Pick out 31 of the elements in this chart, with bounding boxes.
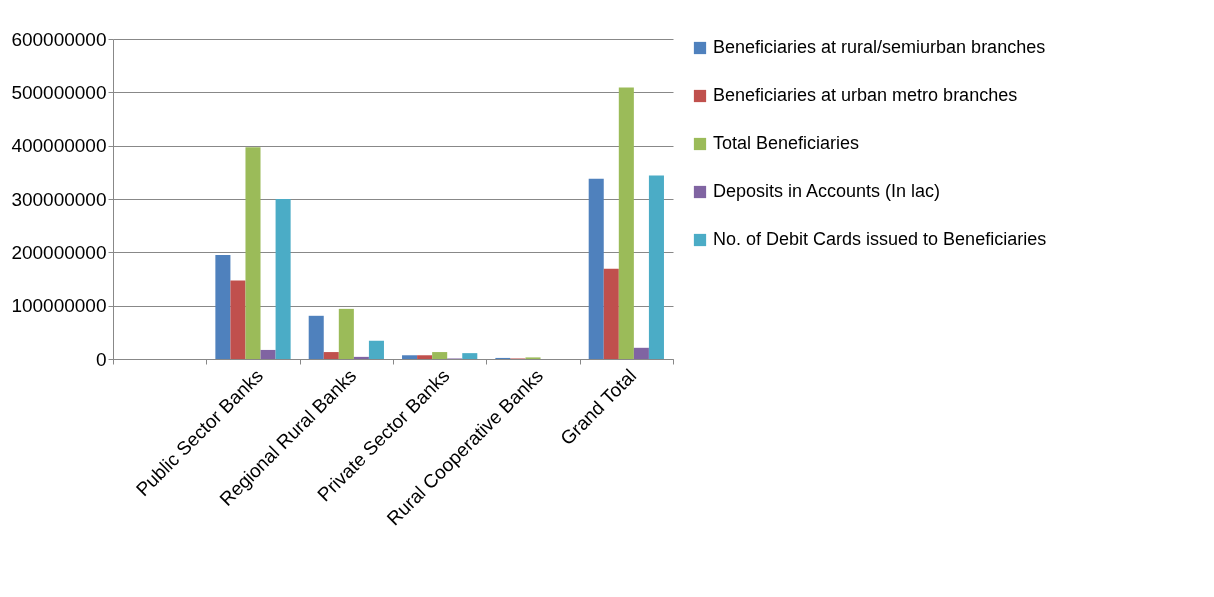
bar — [230, 280, 246, 359]
bar — [338, 308, 354, 359]
bar — [368, 340, 384, 359]
bar — [432, 352, 448, 359]
bar — [323, 352, 339, 359]
bar — [462, 353, 478, 359]
bar — [633, 347, 649, 359]
bar — [618, 87, 634, 359]
y-tick-label: 600000000 — [11, 28, 107, 50]
bar — [402, 355, 418, 359]
legend-label: Deposits in Accounts (In lac) — [713, 181, 941, 201]
bar — [353, 356, 369, 359]
legend-label: Beneficiaries at rural/semiurban branches — [713, 37, 1046, 57]
y-tick-label: 0 — [95, 348, 107, 370]
bar — [588, 178, 604, 359]
bar — [648, 175, 664, 359]
bar — [417, 355, 433, 359]
y-tick-label: 400000000 — [11, 135, 107, 157]
bar — [275, 199, 291, 359]
legend-label: Beneficiaries at urban metro branches — [713, 85, 1018, 105]
legend-label: No. of Debit Cards issued to Beneficiaries — [713, 229, 1047, 249]
bar — [245, 147, 261, 359]
bar — [308, 315, 324, 359]
y-tick-label: 300000000 — [11, 188, 107, 210]
y-tick-label: 100000000 — [11, 295, 107, 317]
bar — [215, 255, 231, 359]
legend-label: Total Beneficiaries — [713, 133, 860, 153]
y-tick-label: 200000000 — [11, 241, 107, 263]
y-tick-label: 500000000 — [11, 81, 107, 103]
bar — [260, 349, 276, 359]
bar — [603, 268, 619, 359]
